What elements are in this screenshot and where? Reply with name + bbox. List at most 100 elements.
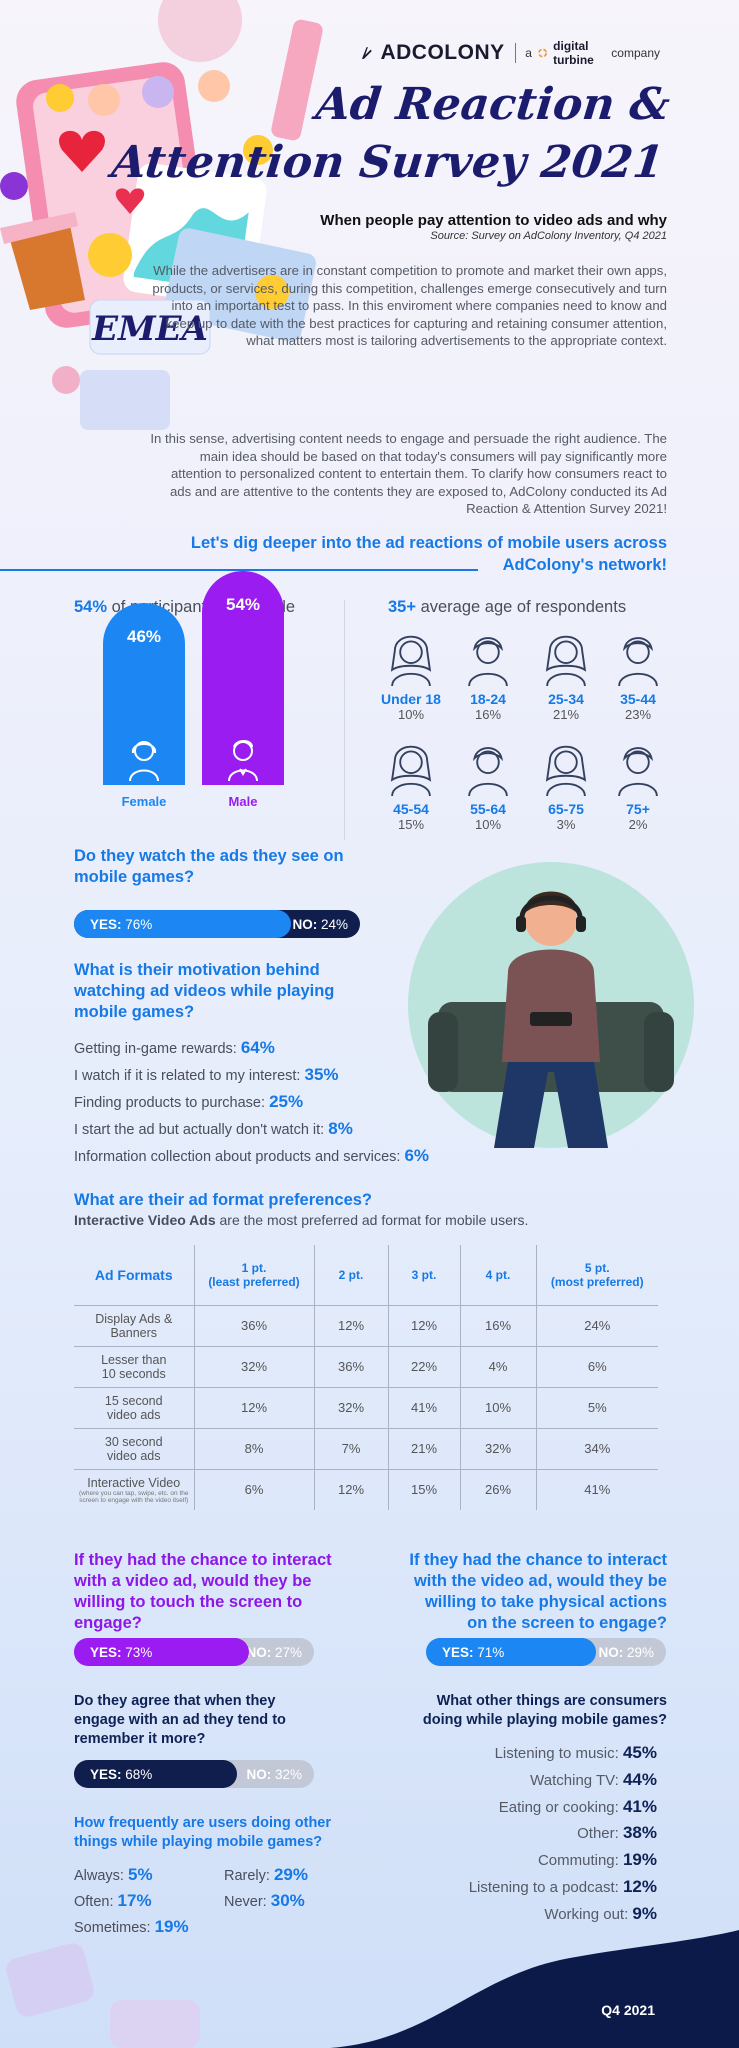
table-row: 15 second video ads 12% 32% 41% 10% 5% [74,1386,658,1429]
male-label: Male [228,794,258,809]
other-things-item-text: Watching TV: [530,1771,623,1789]
vertical-divider [344,600,345,840]
age-group-value: 21% [552,707,580,722]
male-person-icon [228,740,258,781]
person-icon [618,747,658,797]
age-group-label: 45-54 [393,801,429,817]
other-things-item-value: 12% [622,1876,657,1896]
age-group-value: 23% [624,707,652,722]
header-5pt-label: 5 pt. [584,1260,610,1275]
other-things-item-text: Listening to music: [494,1745,623,1762]
header-5pt: 5 pt. (most preferred) [535,1245,658,1306]
physical-no-segment: NO: 29% [582,1638,666,1666]
row-label-line-1: Interactive Video [87,1475,181,1490]
header-5pt-sub: (most preferred) [550,1274,644,1289]
frequency-item-value: 30% [270,1891,305,1910]
formats-note-bold: Interactive Video Ads [74,1212,216,1228]
motivation-item-text: I watch if it is related to my interest: [74,1068,305,1084]
hero-illustration: EMEA [0,0,323,430]
formats-table: Ad Formats 1 pt. (least preferred) 2 pt. … [74,1245,658,1510]
watch-yes-value: 76% [125,916,153,932]
female-person-icon [129,741,159,781]
person-icon [468,747,508,797]
table-cell: 6% [193,1468,315,1510]
physical-question: If they had the chance to interact with … [409,1551,667,1632]
frequency-item-text: Always: [74,1868,128,1884]
adcolony-logo-icon [361,47,372,59]
bottom-decoration [6,1943,200,2048]
digital-turbine-logo-icon [538,48,548,58]
header-1pt-label: 1 pt. [241,1260,267,1275]
touch-question: If they had the chance to interact with … [74,1551,332,1632]
gamer-illustration [408,862,694,1148]
page-title: Ad Reaction & Attention Survey 2021 [109,76,673,192]
female-bar: 46% [103,603,185,785]
frequency-item-value: 19% [154,1917,189,1936]
table-cell: 26% [459,1468,537,1510]
other-things-item: Commuting: 19% [357,1847,657,1874]
physical-no-label: NO: [598,1644,624,1660]
row-label: 30 second video ads [74,1427,195,1470]
physical-bar: YES: 71% NO: 29% [426,1638,666,1666]
table-cell: 8% [193,1427,315,1470]
section-divider [0,569,478,571]
row-label: Lesser than 10 seconds [74,1345,195,1388]
watch-no-label: NO: [292,916,318,932]
remember-yes-label: YES: [90,1766,122,1782]
other-things-item-value: 41% [622,1796,657,1816]
remember-no-label: NO: [246,1766,272,1782]
age-headline: 35+ average age of respondents [388,598,626,617]
motivation-item-text: Finding products to purchase: [74,1095,270,1111]
physical-yes-segment: YES: 71% [426,1638,597,1666]
formats-question: What are their ad format preferences? [74,1191,372,1209]
frequency-item: Often: 17% [74,1888,152,1915]
other-things-item-text: Other: [577,1825,623,1843]
row-label-line-1: Display Ads & [95,1311,173,1326]
age-group: 45-54 15% [375,742,447,832]
physical-no-value: 29% [626,1644,654,1660]
table-cell: 22% [387,1345,461,1388]
person-icon [390,745,432,797]
header-1pt-sub: (least preferred) [208,1274,300,1289]
person-icon [468,637,508,687]
table-cell: 15% [387,1468,461,1510]
age-group-value: 10% [397,707,425,722]
row-label: 15 second video ads [74,1386,195,1429]
other-things-question: What other things are consumers doing wh… [422,1693,667,1728]
age-group-value: 16% [474,707,502,722]
other-things-item-value: 38% [622,1823,657,1843]
other-things-item-text: Commuting: [537,1852,623,1870]
age-group-label: 75+ [626,801,650,817]
age-group-label: 55-64 [470,801,506,817]
watch-question: Do they watch the ads they see on mobile… [74,847,344,886]
age-group: Under 18 10% [375,632,447,722]
table-cell: 12% [313,1304,389,1347]
table-row: Interactive Video (where you can tap, swi… [74,1468,658,1510]
row-label-line-2: video ads [106,1448,161,1463]
age-headline-value: 35+ [388,598,416,616]
row-label-line-2: Banners [110,1325,158,1340]
age-group-value: 15% [397,817,425,832]
other-things-item-value: 9% [632,1903,657,1923]
table-cell: 34% [535,1427,658,1470]
header-4pt: 4 pt. [459,1245,537,1306]
person-icon [390,635,432,687]
age-group: 75+ 2% [602,742,674,832]
frequency-item-text: Often: [74,1894,118,1910]
footer-label: Q4 2021 [601,2002,655,2018]
touch-yes-segment: YES: 73% [74,1638,250,1666]
motivation-item-value: 35% [304,1065,339,1084]
other-things-list: Listening to music: 45% Watching TV: 44% E… [357,1740,657,1928]
remember-yes-value: 68% [125,1766,153,1782]
table-cell: 24% [535,1304,658,1347]
source-note: Source: Survey on AdColony Inventory, Q4… [430,230,667,242]
age-group-label: Under 18 [381,691,441,707]
table-cell: 16% [459,1304,537,1347]
row-label-line-1: 15 second [104,1393,163,1408]
motivation-item-value: 25% [269,1092,304,1111]
touch-yes-value: 73% [125,1644,153,1660]
header-ad-formats: Ad Formats [74,1245,195,1306]
section-heading: Let's dig deeper into the ad reactions o… [147,532,667,576]
brand-tag-prefix: a [525,46,532,60]
touch-yes-label: YES: [90,1644,122,1660]
